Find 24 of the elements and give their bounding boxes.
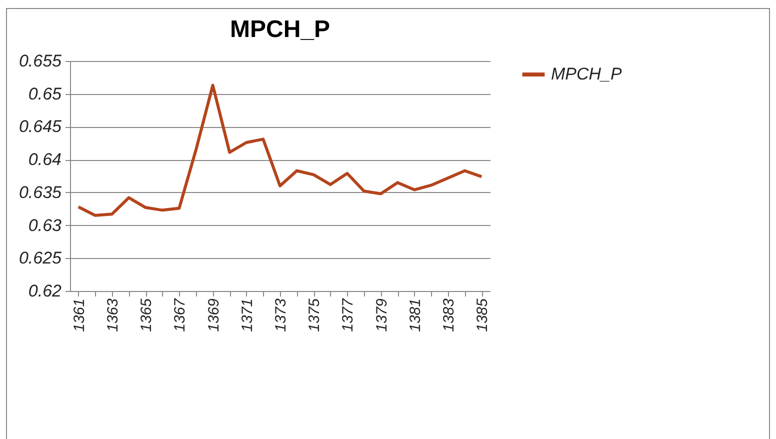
x-tick-label: 1375 [306, 298, 324, 332]
legend-label: MPCH_P [551, 64, 623, 84]
x-tick-label: 1373 [272, 298, 290, 332]
x-tick-label: 1367 [172, 298, 189, 332]
y-tick-label: 0.655 [18, 52, 62, 70]
x-tick-label: 1381 [406, 298, 424, 332]
y-tick-label: 0.62 [28, 282, 62, 300]
y-tick-label: 0.64 [28, 150, 62, 170]
x-tick-label: 1377 [340, 298, 357, 332]
y-tick-label: 0.635 [18, 182, 62, 202]
y-tick-label: 0.625 [18, 248, 62, 268]
y-tick-label: 0.63 [28, 216, 62, 235]
x-tick-label: 1369 [205, 298, 222, 332]
chart-title: MPCH_P [230, 16, 330, 43]
line-series [76, 84, 484, 217]
x-tick-label: 1383 [440, 298, 458, 332]
y-tick-label: 0.645 [18, 117, 62, 136]
x-tick-label: 1385 [474, 298, 492, 332]
x-tick-label: 1365 [138, 298, 156, 332]
x-tick-label: 1371 [238, 298, 256, 332]
x-tick-label: 1363 [104, 298, 122, 332]
y-tick-label: 0.65 [28, 84, 62, 104]
x-tick-label: 1379 [373, 298, 390, 332]
x-tick-label: 1361 [70, 298, 88, 332]
